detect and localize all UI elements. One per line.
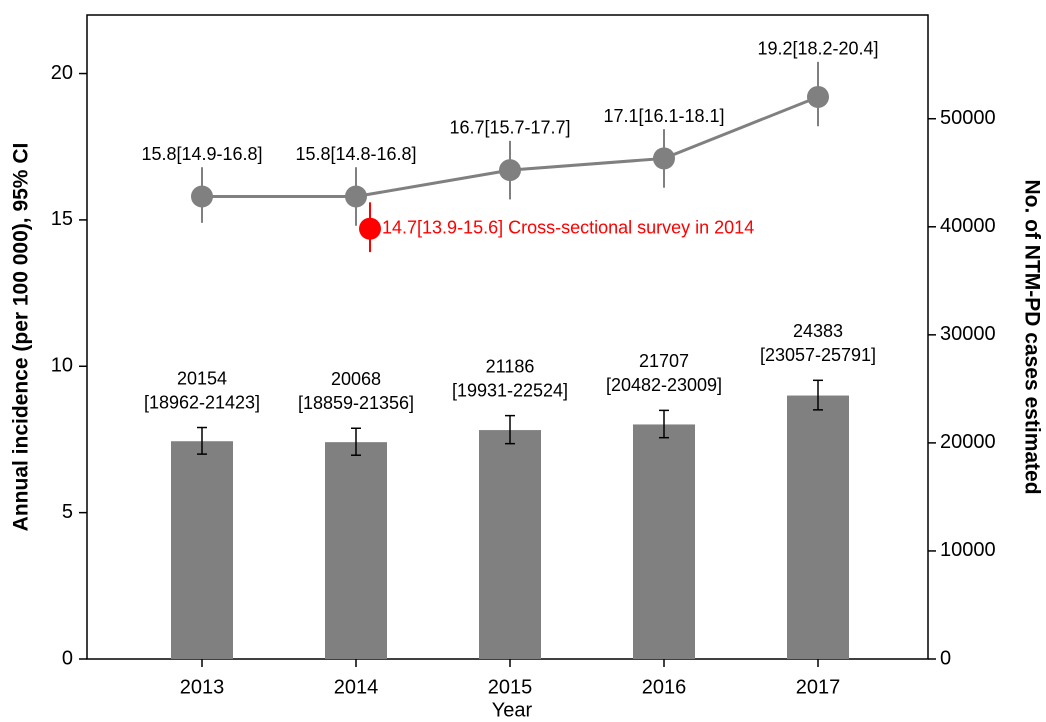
y-tick-label: 20	[51, 62, 73, 84]
y-tick-label: 15	[51, 208, 73, 230]
point-value-label: 15.8[14.8-16.8]	[295, 144, 416, 164]
bar-interval-label: [19931-22524]	[452, 380, 568, 400]
marker	[499, 159, 521, 182]
bar-interval-label: [23057-25791]	[760, 345, 876, 365]
bar-value-label: 21186	[486, 356, 535, 376]
point-value-label: 16.7[15.7-17.7]	[449, 118, 570, 138]
bar-value-label: 20068	[331, 369, 381, 389]
annotation-marker	[359, 217, 381, 240]
bar-value-label: 21707	[639, 351, 689, 371]
point-value-label: 17.1[16.1-18.1]	[603, 106, 724, 126]
bar-interval-label: [20482-23009]	[606, 375, 722, 395]
y2-tick-label: 20000	[940, 431, 996, 453]
point-value-label: 15.8[14.9-16.8]	[141, 144, 262, 164]
x-tick-label: 2017	[796, 676, 841, 698]
marker	[191, 185, 213, 208]
bar-interval-label: [18962-21423]	[144, 392, 260, 412]
marker	[653, 147, 675, 170]
bar	[479, 430, 541, 659]
bar	[325, 442, 387, 659]
y-axis-label: Annual incidence (per 100 000), 95% CI	[10, 143, 33, 532]
marker	[807, 85, 829, 108]
y2-tick-label: 30000	[940, 323, 996, 345]
bar-value-label: 20154	[177, 368, 227, 388]
y-tick-label: 0	[62, 647, 73, 669]
bar	[633, 424, 695, 659]
x-tick-label: 2015	[488, 676, 533, 698]
x-tick-label: 2013	[180, 676, 225, 698]
x-tick-label: 2016	[642, 676, 687, 698]
point-value-label: 19.2[18.2-20.4]	[757, 39, 878, 59]
y2-axis-label: No. of NTM-PD cases estimated	[1020, 179, 1043, 494]
y-tick-label: 10	[51, 355, 73, 377]
bar	[171, 441, 233, 659]
bar-interval-label: [18859-21356]	[298, 393, 414, 413]
y2-tick-label: 40000	[940, 215, 996, 237]
bar-value-label: 24383	[793, 321, 843, 341]
y2-tick-label: 50000	[940, 107, 996, 129]
x-tick-label: 2014	[334, 676, 379, 698]
y-tick-label: 5	[62, 501, 73, 523]
x-axis-label: Year	[492, 699, 533, 721]
marker	[345, 185, 367, 208]
annotation-label: 14.7[13.9-15.6] Cross-sectional survey i…	[382, 217, 754, 237]
y2-tick-label: 0	[940, 647, 951, 669]
bar	[787, 395, 849, 659]
y2-tick-label: 10000	[940, 539, 996, 561]
